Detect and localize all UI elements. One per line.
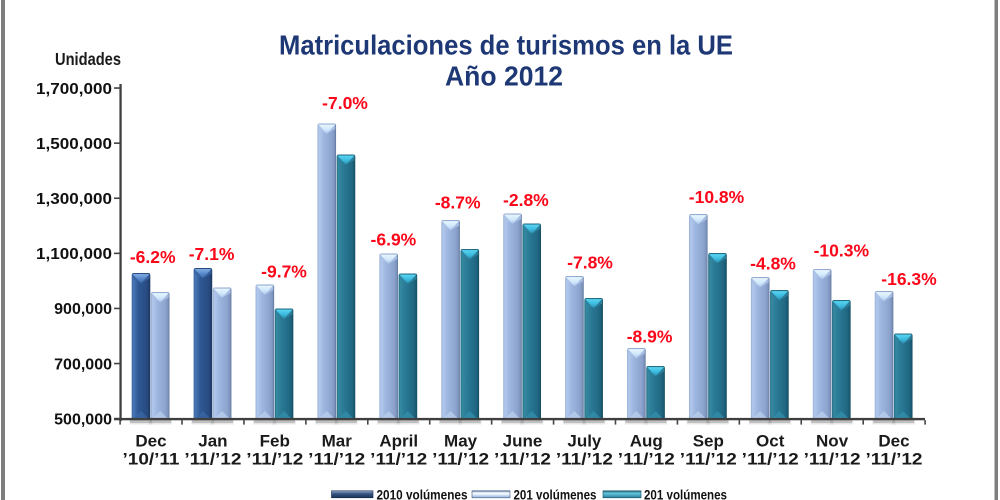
svg-text:-6.2%: -6.2% <box>130 247 176 267</box>
svg-text:-7.8%: -7.8% <box>567 252 613 272</box>
svg-text:-10.3%: -10.3% <box>814 241 870 261</box>
svg-text:-2.8%: -2.8% <box>503 190 549 210</box>
svg-text:’11/’12: ’11/’12 <box>246 449 303 468</box>
svg-text:April: April <box>379 432 418 451</box>
svg-text:’10/’11: ’10/’11 <box>123 449 180 468</box>
svg-text:Oct: Oct <box>756 432 785 451</box>
svg-text:2010 volúmenes: 2010 volúmenes <box>377 486 468 500</box>
svg-text:’11/’12: ’11/’12 <box>184 449 241 468</box>
svg-text:201 volúmenes: 201 volúmenes <box>644 486 727 500</box>
svg-text:-8.7%: -8.7% <box>435 193 481 213</box>
svg-text:Jan: Jan <box>198 432 227 451</box>
svg-text:Nov: Nov <box>816 432 849 451</box>
svg-text:-6.9%: -6.9% <box>371 230 417 250</box>
svg-text:’11/’12: ’11/’12 <box>494 449 551 468</box>
svg-text:May: May <box>444 432 478 451</box>
svg-text:’11/’12: ’11/’12 <box>680 449 737 468</box>
svg-text:-9.7%: -9.7% <box>261 261 307 281</box>
svg-text:1,500,000: 1,500,000 <box>36 136 112 153</box>
svg-text:Mar: Mar <box>322 432 353 451</box>
svg-text:-7.0%: -7.0% <box>322 93 368 113</box>
svg-text:’11/’12: ’11/’12 <box>866 449 923 468</box>
svg-text:Sep: Sep <box>693 432 724 451</box>
svg-text:-4.8%: -4.8% <box>750 254 796 274</box>
svg-text:-10.8%: -10.8% <box>689 187 745 207</box>
svg-text:-8.9%: -8.9% <box>627 326 673 346</box>
svg-text:500,000: 500,000 <box>54 411 112 428</box>
svg-text:900,000: 900,000 <box>54 301 112 318</box>
svg-text:’11/’12: ’11/’12 <box>742 449 799 468</box>
svg-text:201 volúmenes: 201 volúmenes <box>514 486 597 500</box>
svg-text:Año 2012: Año 2012 <box>445 61 563 92</box>
svg-text:July: July <box>567 432 602 451</box>
svg-text:June: June <box>503 432 543 451</box>
svg-text:700,000: 700,000 <box>54 356 112 373</box>
svg-text:Matriculaciones de turismos en: Matriculaciones de turismos en la UE <box>279 30 733 61</box>
svg-text:Dec: Dec <box>135 432 166 451</box>
svg-text:Feb: Feb <box>260 432 290 451</box>
svg-text:’11/’12: ’11/’12 <box>618 449 675 468</box>
svg-text:-7.1%: -7.1% <box>189 244 235 264</box>
svg-text:1,700,000: 1,700,000 <box>36 81 112 98</box>
svg-text:’11/’12: ’11/’12 <box>308 449 365 468</box>
svg-text:’11/’12: ’11/’12 <box>432 449 489 468</box>
svg-text:1,100,000: 1,100,000 <box>36 246 112 263</box>
svg-text:’11/’12: ’11/’12 <box>556 449 613 468</box>
svg-text:Dec: Dec <box>878 432 909 451</box>
svg-text:1,300,000: 1,300,000 <box>36 191 112 208</box>
svg-text:’11/’12: ’11/’12 <box>370 449 427 468</box>
svg-text:’11/’12: ’11/’12 <box>804 449 861 468</box>
svg-text:Aug: Aug <box>630 432 663 451</box>
svg-text:-16.3%: -16.3% <box>881 269 937 289</box>
svg-text:Unidades: Unidades <box>55 49 121 69</box>
